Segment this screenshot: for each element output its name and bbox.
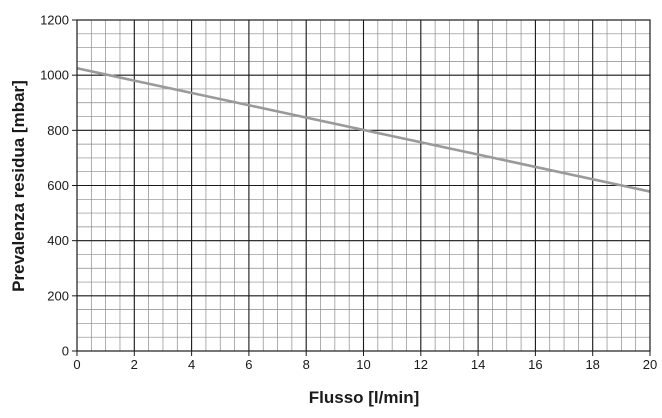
tick-marks: [72, 19, 651, 356]
y-tick-labels: 0 200 400 600 800 1000 1200: [40, 13, 69, 359]
x-tick-label: 20: [643, 357, 657, 372]
x-tick-label: 4: [188, 357, 195, 372]
x-tick-label: 16: [528, 357, 542, 372]
y-tick-label: 600: [47, 178, 69, 193]
y-tick-label: 1000: [40, 68, 69, 83]
y-tick-label: 1200: [40, 13, 69, 28]
x-tick-label: 0: [73, 357, 80, 372]
x-tick-label: 12: [414, 357, 428, 372]
x-tick-label: 10: [356, 357, 370, 372]
y-tick-label: 0: [62, 344, 69, 359]
x-tick-labels: 0 2 4 6 8 10 12 14 16 18 20: [73, 357, 657, 372]
x-tick-label: 8: [303, 357, 310, 372]
y-tick-label: 400: [47, 233, 69, 248]
x-tick-label: 6: [245, 357, 252, 372]
series-line: [76, 66, 651, 193]
x-tick-label: 18: [585, 357, 599, 372]
x-tick-label: 2: [131, 357, 138, 372]
y-tick-label: 200: [47, 288, 69, 303]
series-layer: [76, 66, 651, 193]
y-axis-title: Prevalenza residua [mbar]: [9, 80, 28, 292]
x-tick-label: 14: [471, 357, 485, 372]
x-axis-title: Flusso [l/min]: [309, 388, 420, 407]
y-tick-label: 800: [47, 123, 69, 138]
